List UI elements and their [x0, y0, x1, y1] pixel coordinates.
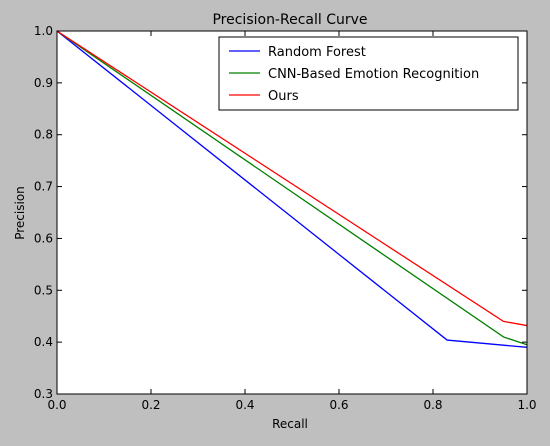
x-tick-label: 0.6: [329, 398, 348, 412]
x-tick-label: 0.4: [235, 398, 254, 412]
legend-label-ours: Ours: [268, 89, 299, 104]
y-tick-label: 0.9: [34, 76, 53, 90]
series-line-ours: [56, 30, 528, 327]
x-tick-label: 0.8: [423, 398, 442, 412]
y-tick-label: 0.5: [34, 283, 53, 297]
legend-entry-cnn: CNN-Based Emotion Recognition: [229, 67, 479, 82]
x-axis-label: Recall: [272, 417, 308, 431]
y-tick-label: 1.0: [34, 24, 53, 38]
x-tick-label: 0.0: [47, 398, 66, 412]
legend-label-random-forest: Random Forest: [268, 45, 366, 60]
axis-ticks: 0.0 0.2 0.4 0.6 0.8 1.0 0.3 0.4 0.5 0.6 0.7 0.8 0.9 1…: [34, 24, 537, 412]
y-tick-label: 0.6: [34, 231, 53, 245]
chart-title: Precision-Recall Curve: [212, 12, 367, 28]
series-layer: [56, 30, 528, 348]
plot-frame: [56, 30, 528, 395]
y-tick-label: 0.8: [34, 128, 53, 142]
legend-box: [218, 36, 519, 111]
y-tick-label: 0.7: [34, 180, 53, 194]
y-tick-label: 0.4: [34, 335, 53, 349]
x-tick-label: 0.2: [141, 398, 160, 412]
legend-label-cnn: CNN-Based Emotion Recognition: [268, 67, 479, 82]
series-line-random-forest: [56, 30, 528, 348]
legend: Random Forest CNN-Based Emotion Recognit…: [218, 36, 519, 111]
legend-entry-ours: Ours: [229, 89, 299, 104]
series-line-cnn-based-emotion-recognition: [56, 30, 528, 346]
y-axis-label: Precision: [13, 186, 27, 240]
x-tick-label: 1.0: [517, 398, 536, 412]
y-tick-label: 0.3: [34, 387, 53, 401]
legend-entry-random-forest: Random Forest: [229, 45, 366, 60]
